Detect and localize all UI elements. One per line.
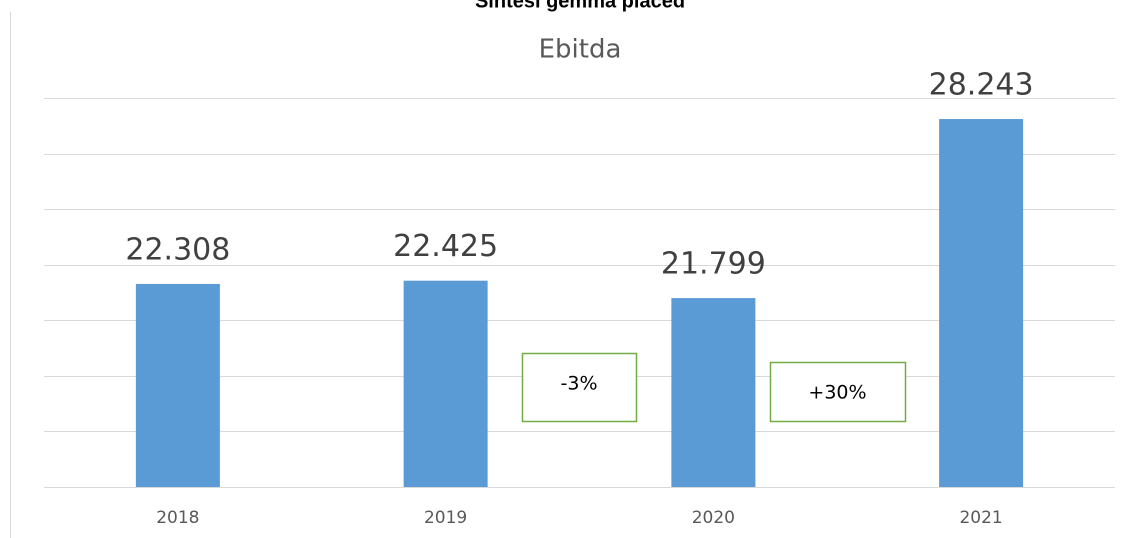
data-label: 21.799 (661, 247, 766, 282)
bar (135, 283, 220, 487)
bar (403, 280, 488, 487)
x-tick-label: 2019 (424, 508, 467, 528)
bar (939, 119, 1024, 487)
data-label: 22.425 (393, 229, 498, 264)
x-tick-label: 2018 (156, 508, 199, 528)
annotation-box (521, 352, 638, 423)
chart-title: Ebitda (539, 35, 622, 65)
page-header: Sintesi gemma placed (475, 0, 685, 12)
annotation: -3% (561, 373, 598, 395)
data-label: 28.243 (929, 68, 1034, 103)
bar (671, 298, 756, 487)
x-tick-label: 2021 (959, 508, 1002, 528)
annotation-box (769, 361, 907, 423)
x-tick-label: 2020 (692, 508, 735, 528)
data-label: 22.308 (125, 232, 230, 267)
annotation: +30% (808, 382, 866, 404)
